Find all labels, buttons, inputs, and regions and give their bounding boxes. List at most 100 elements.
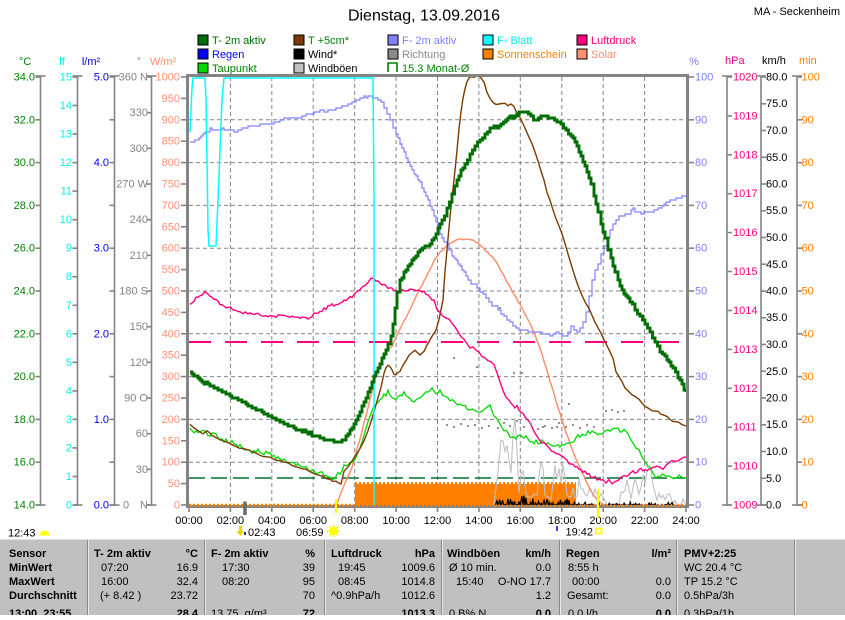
svg-text:26.0: 26.0 [14, 243, 35, 255]
svg-text:35.0: 35.0 [766, 312, 787, 324]
svg-text:5.0: 5.0 [766, 473, 781, 485]
svg-text:T- 2m aktiv: T- 2m aktiv [212, 35, 266, 47]
svg-text:04:00: 04:00 [258, 515, 286, 527]
svg-text:1015: 1015 [733, 266, 757, 278]
svg-text:(+ 8.42 ): (+ 8.42 ) [100, 590, 141, 602]
svg-text:16.9: 16.9 [177, 562, 198, 574]
svg-text:6: 6 [66, 328, 72, 340]
svg-text:80: 80 [695, 157, 707, 169]
svg-text:1020: 1020 [733, 72, 757, 84]
svg-text:13:00 23:55: 13:00 23:55 [9, 608, 71, 615]
svg-text:350: 350 [162, 350, 180, 362]
svg-text:700: 700 [162, 200, 180, 212]
svg-text:T- 2m aktiv: T- 2m aktiv [94, 548, 152, 560]
svg-text:55.0: 55.0 [766, 205, 787, 217]
svg-text:50: 50 [168, 478, 180, 490]
svg-text:1014.8: 1014.8 [401, 576, 435, 588]
svg-text:8:55 h: 8:55 h [568, 562, 599, 574]
svg-text:O-NO 17.7: O-NO 17.7 [498, 576, 551, 588]
svg-text:0: 0 [174, 500, 180, 512]
svg-text:1018: 1018 [733, 149, 757, 161]
svg-text:40: 40 [695, 328, 707, 340]
svg-text:24.0: 24.0 [14, 286, 35, 298]
svg-text:2.0: 2.0 [94, 328, 109, 340]
svg-text:30: 30 [136, 464, 148, 476]
svg-text:7: 7 [66, 300, 72, 312]
svg-text:65.0: 65.0 [766, 152, 787, 164]
svg-text:Gesamt:: Gesamt: [567, 590, 609, 602]
svg-text:20: 20 [802, 414, 814, 426]
svg-text:95: 95 [303, 576, 315, 588]
svg-text:600: 600 [162, 243, 180, 255]
svg-text:360 N: 360 N [119, 72, 148, 84]
svg-text:4: 4 [66, 385, 72, 397]
svg-text:1: 1 [66, 471, 72, 483]
svg-text:F- 2m aktiv: F- 2m aktiv [402, 35, 457, 47]
svg-text:23.72: 23.72 [170, 590, 198, 602]
svg-text:400: 400 [162, 328, 180, 340]
svg-text:0.0: 0.0 [536, 608, 551, 615]
svg-text:Sonnenschein: Sonnenschein [497, 49, 567, 61]
svg-text:25.0: 25.0 [766, 366, 787, 378]
svg-text:50.0: 50.0 [766, 232, 787, 244]
svg-text:90: 90 [802, 114, 814, 126]
svg-text:07:20: 07:20 [101, 562, 129, 574]
svg-text:30.0: 30.0 [766, 339, 787, 351]
svg-text:MinWert: MinWert [9, 562, 53, 574]
svg-text:70: 70 [303, 590, 315, 602]
svg-text:16:00: 16:00 [507, 515, 535, 527]
svg-text:30.0: 30.0 [14, 157, 35, 169]
svg-text:60: 60 [802, 243, 814, 255]
svg-text:°: ° [137, 56, 141, 68]
svg-text:Luftdruck: Luftdruck [331, 548, 383, 560]
svg-text:1010: 1010 [733, 461, 757, 473]
svg-text:50: 50 [695, 286, 707, 298]
svg-text:l/m²: l/m² [651, 548, 671, 560]
svg-text:32.4: 32.4 [177, 576, 198, 588]
svg-text:1012: 1012 [733, 383, 757, 395]
svg-text:15.0: 15.0 [766, 419, 787, 431]
svg-text:°C: °C [186, 548, 198, 560]
svg-text:0.0: 0.0 [656, 608, 671, 615]
svg-text:70.0: 70.0 [766, 125, 787, 137]
svg-text:34.0: 34.0 [14, 72, 35, 84]
svg-text:5.0: 5.0 [94, 72, 109, 84]
svg-text:08:45: 08:45 [338, 576, 366, 588]
svg-text:10:00: 10:00 [382, 515, 410, 527]
svg-text:12:43: 12:43 [8, 528, 36, 540]
svg-text:1013.3: 1013.3 [401, 608, 435, 615]
svg-text:28.0: 28.0 [14, 200, 35, 212]
svg-text:45.0: 45.0 [766, 259, 787, 271]
svg-text:18:00: 18:00 [548, 515, 576, 527]
svg-text:13.75 g/m³: 13.75 g/m³ [211, 608, 267, 615]
svg-text:750: 750 [162, 179, 180, 191]
svg-text:270 W: 270 W [116, 179, 148, 191]
svg-text:4.0: 4.0 [94, 157, 109, 169]
svg-text:hPa: hPa [415, 548, 436, 560]
svg-text:Dienstag, 13.09.2016: Dienstag, 13.09.2016 [348, 8, 500, 25]
svg-text:0.5hPa/3h: 0.5hPa/3h [684, 590, 734, 602]
svg-text:90 O: 90 O [124, 393, 148, 405]
svg-text:08:00: 08:00 [341, 515, 369, 527]
svg-text:PMV+2:25: PMV+2:25 [684, 548, 736, 560]
svg-text:1019: 1019 [733, 110, 757, 122]
svg-text:0.0: 0.0 [656, 590, 671, 602]
svg-text:Regen: Regen [566, 548, 600, 560]
svg-text:02:43: 02:43 [248, 527, 276, 539]
svg-text:2: 2 [66, 442, 72, 454]
svg-text:1000: 1000 [156, 72, 180, 84]
svg-text:72: 72 [303, 608, 315, 615]
svg-text:06:00: 06:00 [299, 515, 327, 527]
svg-text:550: 550 [162, 264, 180, 276]
svg-text:1012.6: 1012.6 [401, 590, 435, 602]
svg-text:100: 100 [802, 72, 820, 84]
svg-text:40: 40 [802, 328, 814, 340]
svg-text:20:00: 20:00 [589, 515, 617, 527]
svg-text:°C: °C [19, 56, 31, 68]
svg-text:1011: 1011 [733, 422, 757, 434]
svg-text:75.0: 75.0 [766, 98, 787, 110]
svg-text:TP 15.2 °C: TP 15.2 °C [684, 576, 738, 588]
svg-text:120: 120 [130, 357, 148, 369]
svg-text:T +5cm*: T +5cm* [308, 35, 350, 47]
svg-text:19:45: 19:45 [338, 562, 366, 574]
